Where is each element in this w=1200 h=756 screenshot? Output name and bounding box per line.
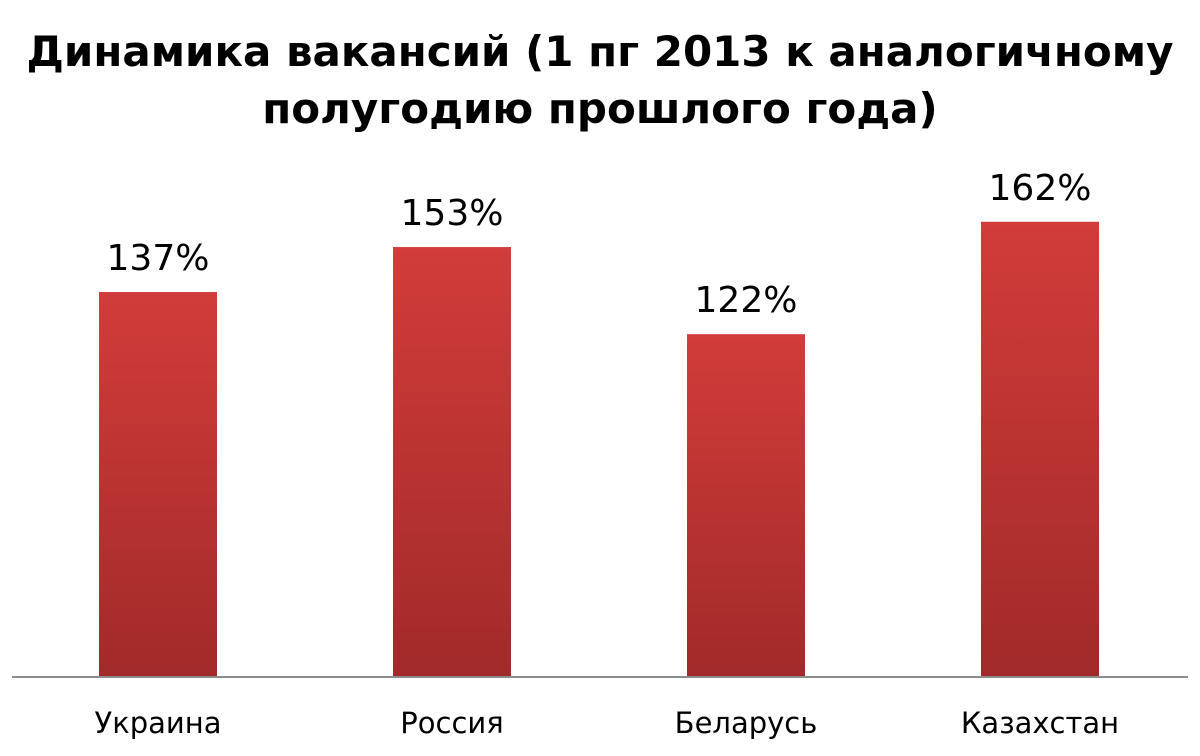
value-label-3: 122% (695, 280, 798, 321)
bar-1 (99, 292, 217, 677)
chart-title-line-1: Динамика вакансий (1 пг 2013 к аналогичн… (27, 27, 1174, 76)
category-label-1: Украина (95, 706, 222, 740)
bars-group (99, 221, 1099, 677)
bar-3 (687, 334, 805, 677)
category-label-4: Казахстан (961, 706, 1119, 740)
value-label-1: 137% (107, 238, 210, 279)
value-label-4: 162% (989, 168, 1092, 209)
chart-title-line-2: полугодию прошлого года) (262, 84, 937, 133)
value-labels-group: 137% 153% 122% 162% (107, 168, 1092, 321)
value-label-2: 153% (401, 193, 504, 234)
category-labels-group: Украина Россия Беларусь Казахстан (95, 706, 1120, 740)
bar-2 (393, 247, 511, 677)
category-label-2: Россия (400, 706, 503, 740)
category-label-3: Беларусь (675, 706, 818, 740)
bar-4 (981, 221, 1099, 677)
